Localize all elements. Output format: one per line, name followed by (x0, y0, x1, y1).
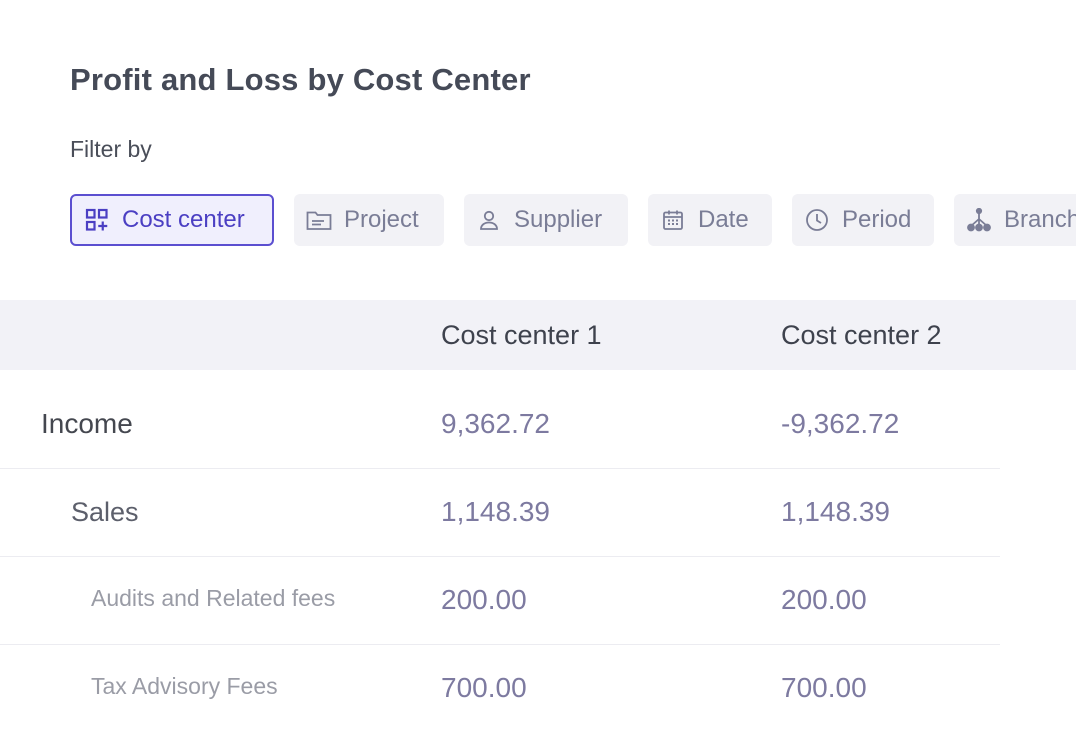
row-value-cost-center-1: 200.00 (441, 584, 527, 615)
table-row-sales: Sales 1,148.39 1,148.39 (0, 468, 1000, 557)
table-row-audits: Audits and Related fees 200.00 200.00 (0, 556, 1000, 645)
column-header-cost-center-2: Cost center 2 (781, 320, 942, 350)
row-label: Sales (71, 497, 139, 527)
row-value-cost-center-1: 1,148.39 (441, 496, 550, 527)
filter-by-label: Filter by (70, 136, 152, 162)
filter-chip-label: Period (842, 206, 912, 233)
filter-chip-label: Project (344, 206, 419, 233)
filter-chip-project[interactable]: Project (294, 194, 444, 246)
branch-icon (966, 207, 992, 233)
user-icon (476, 207, 502, 233)
filter-chip-label: Cost center (122, 206, 245, 233)
calendar-icon (660, 207, 686, 233)
filter-chip-bar: Cost center Project Supplier Dat (70, 194, 1076, 246)
filter-chip-label: Date (698, 206, 749, 233)
table-row-income: Income 9,362.72 -9,362.72 (0, 380, 1000, 469)
row-value-cost-center-1: 9,362.72 (441, 408, 550, 439)
clock-icon (804, 207, 830, 233)
row-label: Audits and Related fees (91, 585, 336, 611)
row-value-cost-center-2: 1,148.39 (781, 496, 890, 527)
row-value-cost-center-2: 200.00 (781, 584, 867, 615)
table-header: Cost center 1 Cost center 2 (0, 300, 1076, 370)
cost-center-grid-icon (84, 207, 110, 233)
row-value-cost-center-1: 700.00 (441, 672, 527, 703)
filter-chip-label: Branch (1004, 206, 1076, 233)
filter-chip-label: Supplier (514, 206, 603, 233)
filter-chip-cost-center[interactable]: Cost center (70, 194, 274, 246)
row-label: Tax Advisory Fees (91, 673, 278, 699)
filter-chip-branch[interactable]: Branch (954, 194, 1076, 246)
table-row-tax-advisory: Tax Advisory Fees 700.00 700.00 (0, 644, 1000, 732)
folder-icon (306, 207, 332, 233)
column-header-cost-center-1: Cost center 1 (441, 320, 602, 350)
row-value-cost-center-2: 700.00 (781, 672, 867, 703)
filter-chip-date[interactable]: Date (648, 194, 772, 246)
filter-chip-supplier[interactable]: Supplier (464, 194, 628, 246)
row-label: Income (41, 408, 133, 439)
row-value-cost-center-2: -9,362.72 (781, 408, 900, 439)
filter-chip-period[interactable]: Period (792, 194, 934, 246)
page-title: Profit and Loss by Cost Center (70, 62, 531, 97)
